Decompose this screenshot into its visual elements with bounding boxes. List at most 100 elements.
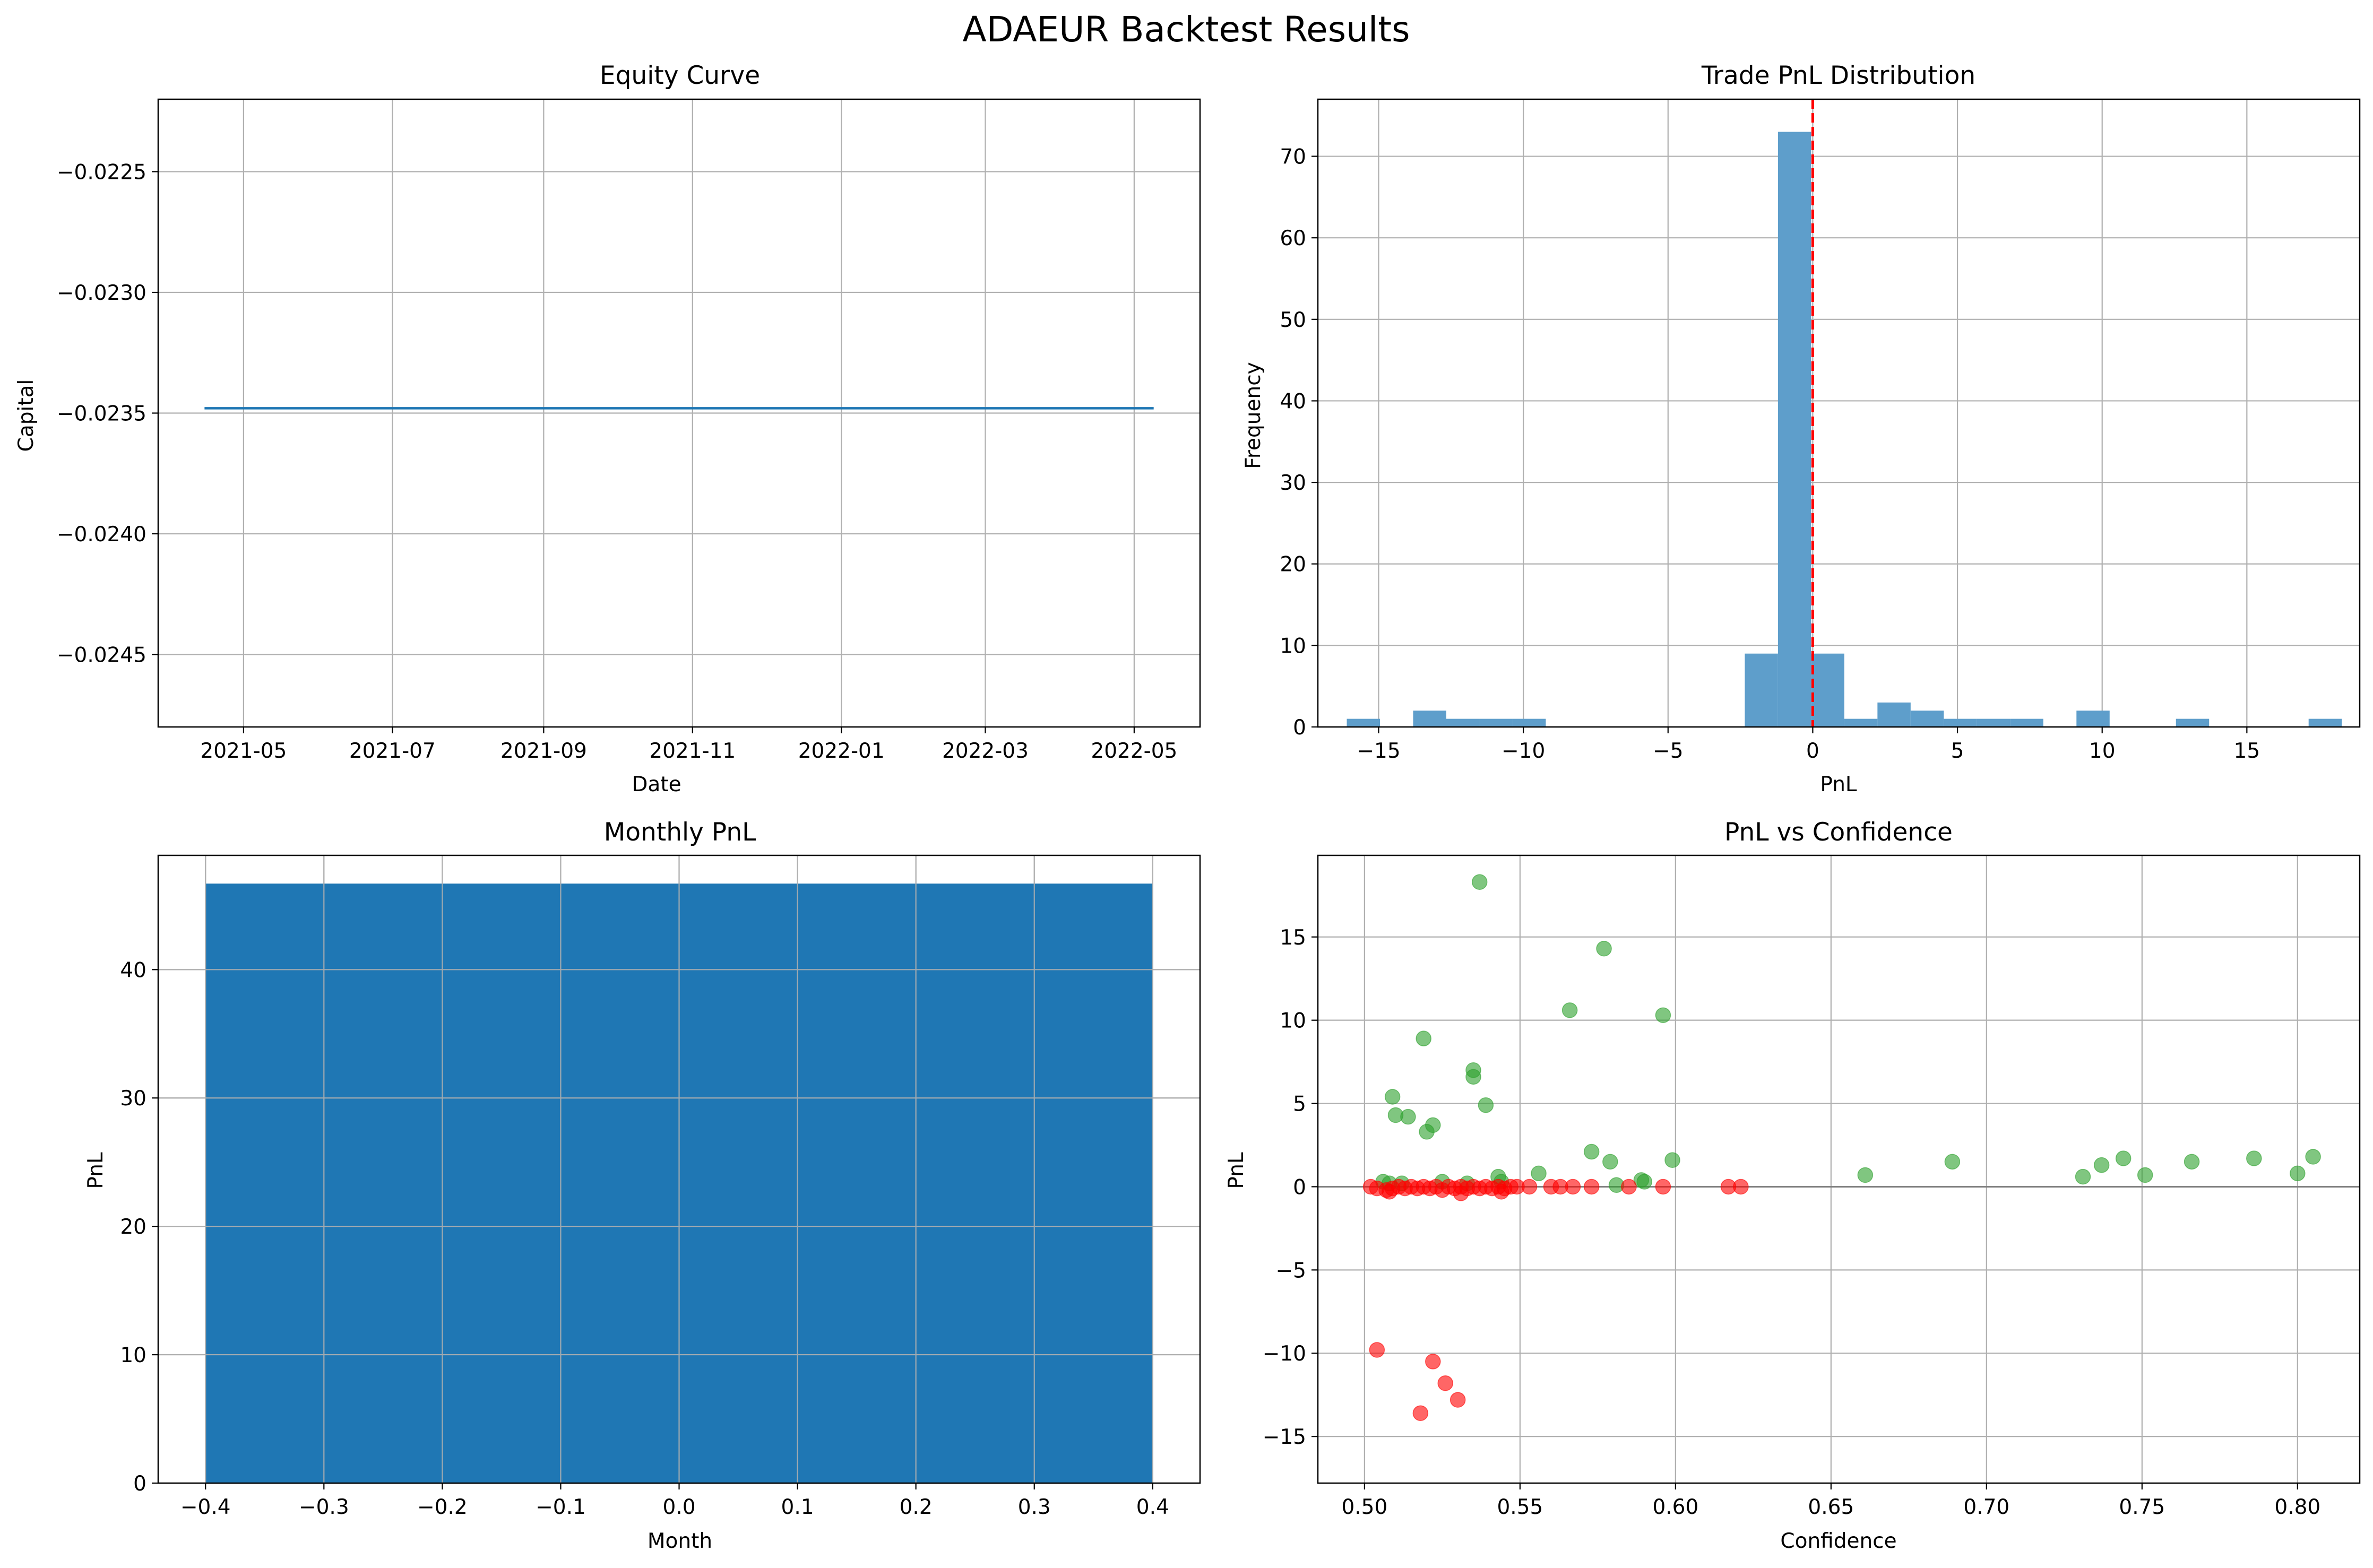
loss-trade-point [1655,1179,1671,1195]
win-trade-point [2290,1165,2306,1182]
monthly-pnl-tick-label-y: 40 [120,958,146,982]
equity-curve-grid [158,99,1200,727]
win-trade-point [1583,1143,1600,1160]
win-trade-point [1561,1002,1578,1018]
histogram-bar [1347,718,1380,727]
monthly-pnl-tick-label-x: 0.0 [662,1495,695,1519]
equity-curve-tick-label-y: −0.0240 [57,523,146,547]
equity-curve-panel: Equity Curve Date Capital 2021-05 2021-07… [14,61,1201,796]
trade-pnl-distribution-tick-label-y: 30 [1280,471,1306,495]
win-trade-point [1602,1154,1618,1170]
monthly-pnl-tick-label-x: 0.3 [1018,1495,1051,1519]
pnl-vs-confidence-tick-label-x: 0.55 [1497,1495,1543,1519]
histogram-bar [1844,718,1878,727]
equity-curve-title: Equity Curve [600,61,760,90]
pnl-vs-confidence-tick-label-y: −10 [1263,1342,1306,1366]
win-trade-point [2115,1150,2132,1166]
win-trade-point [1478,1097,1494,1113]
trade-pnl-distribution-tick-label-x: 5 [1951,739,1964,763]
trade-pnl-distribution-tick-label-x: −10 [1502,739,1545,763]
pnl-vs-confidence-panel: PnL vs Confidence Confidence PnL 0.50 0.5… [1224,818,2361,1553]
monthly-pnl-ticks: −0.4 −0.3 −0.2 −0.1 0.0 0.1 0.2 0.3 0.4 0 10 20 30 40 [120,958,1169,1519]
monthly-pnl-tick-label-x: 0.4 [1136,1495,1169,1519]
pnl-vs-confidence-xlabel: Confidence [1780,1529,1896,1553]
trade-pnl-distribution-tick-label-y: 10 [1280,634,1306,658]
equity-curve-tick-label-x: 2022-03 [942,739,1029,763]
histogram-bar [1413,711,1446,727]
monthly-pnl-tick-label-y: 30 [120,1087,146,1111]
trade-pnl-distribution-grid [1318,99,2360,728]
histogram-bar [1512,718,1546,727]
win-trade-point [2305,1149,2321,1165]
win-trade-point [1465,1069,1481,1085]
pnl-vs-confidence-tick-label-x: 0.80 [2274,1495,2320,1519]
loss-trade-point [1382,1184,1397,1200]
monthly-pnl-tick-label-x: −0.1 [536,1495,586,1519]
pnl-vs-confidence-tick-label-x: 0.50 [1341,1495,1387,1519]
monthly-pnl-tick-label-x: −0.3 [299,1495,349,1519]
monthly-pnl-title: Monthly PnL [604,818,756,847]
monthly-pnl-tick-label-x: −0.2 [417,1495,468,1519]
trade-pnl-distribution-title: Trade PnL Distribution [1701,61,1975,90]
equity-curve-tick-label-x: 2021-05 [200,739,287,763]
loss-trade-point [1493,1184,1509,1200]
histogram-bar [1977,718,2010,727]
trade-pnl-distribution-ylabel: Frequency [1241,362,1265,469]
trade-pnl-distribution-panel: Trade PnL Distribution PnL Frequency −15… [1241,61,2361,796]
loss-trade-point [1453,1185,1469,1201]
histogram-bar [2308,718,2342,727]
trade-pnl-distribution-data [1347,99,2342,727]
equity-curve-tick-label-x: 2022-05 [1091,739,1177,763]
pnl-vs-confidence-tick-label-y: −15 [1263,1425,1306,1449]
win-trade-point [1531,1165,1547,1182]
trade-pnl-distribution-tick-label-y: 0 [1293,716,1306,740]
histogram-bar [1479,718,1513,727]
win-trade-point [1944,1154,1961,1170]
win-trade-point [1596,940,1612,957]
histogram-bar [2010,718,2043,727]
monthly-pnl-ylabel: PnL [84,1152,108,1189]
win-trade-point [1664,1152,1680,1168]
monthly-pnl-panel: Monthly PnL Month PnL −0.4 −0.3 −0.2 −0.1 0.… [84,818,1201,1553]
pnl-vs-confidence-data [1318,874,2360,1421]
win-trade-point [2137,1167,2153,1183]
trade-pnl-distribution-tick-label-x: 10 [2089,739,2116,763]
equity-curve-ylabel: Capital [14,379,38,452]
loss-trade-point [1437,1375,1453,1391]
loss-trade-point [1583,1179,1600,1195]
trade-pnl-distribution-tick-label-x: −5 [1653,739,1684,763]
trade-pnl-distribution-tick-label-x: 15 [2234,739,2260,763]
win-trade-point [2075,1168,2091,1185]
equity-curve-tick-label-y: −0.0230 [57,281,146,305]
equity-curve-tick-label-y: −0.0235 [57,402,146,426]
histogram-bar [1777,132,1811,727]
win-trade-point [1655,1007,1671,1023]
equity-curve-ticks: 2021-05 2021-07 2021-09 2021-11 2022-01 2022-… [57,161,1177,764]
win-trade-point [2246,1150,2262,1166]
win-trade-point [2093,1157,2110,1173]
trade-pnl-distribution-tick-label-y: 70 [1280,145,1306,169]
pnl-vs-confidence-tick-label-y: 15 [1280,926,1306,950]
pnl-vs-confidence-tick-label-x: 0.65 [1808,1495,1854,1519]
trade-pnl-distribution-tick-label-y: 50 [1280,308,1306,332]
monthly-pnl-tick-label-x: 0.1 [781,1495,814,1519]
figure-title: ADAEUR Backtest Results [962,9,1410,50]
equity-curve-tick-label-y: −0.0225 [57,161,146,185]
equity-curve-tick-label-x: 2021-09 [501,739,587,763]
loss-trade-point [1521,1179,1538,1195]
monthly-pnl-tick-label-y: 10 [120,1344,146,1367]
pnl-vs-confidence-tick-label-x: 0.60 [1652,1495,1698,1519]
equity-curve-xlabel: Date [632,773,681,796]
trade-pnl-distribution-frame [1317,98,2361,728]
loss-trade-point [1412,1405,1429,1421]
win-trade-point [1857,1167,1874,1183]
pnl-vs-confidence-tick-label-y: 0 [1293,1175,1306,1199]
pnl-vs-confidence-ylabel: PnL [1224,1152,1248,1189]
pnl-vs-confidence-frame [1317,854,2361,1484]
loss-trade-point [1369,1342,1385,1358]
pnl-vs-confidence-tick-label-x: 0.70 [1963,1495,2009,1519]
win-trade-point [1416,1030,1431,1046]
win-trade-point [2184,1154,2200,1170]
histogram-bar [1877,702,1911,727]
